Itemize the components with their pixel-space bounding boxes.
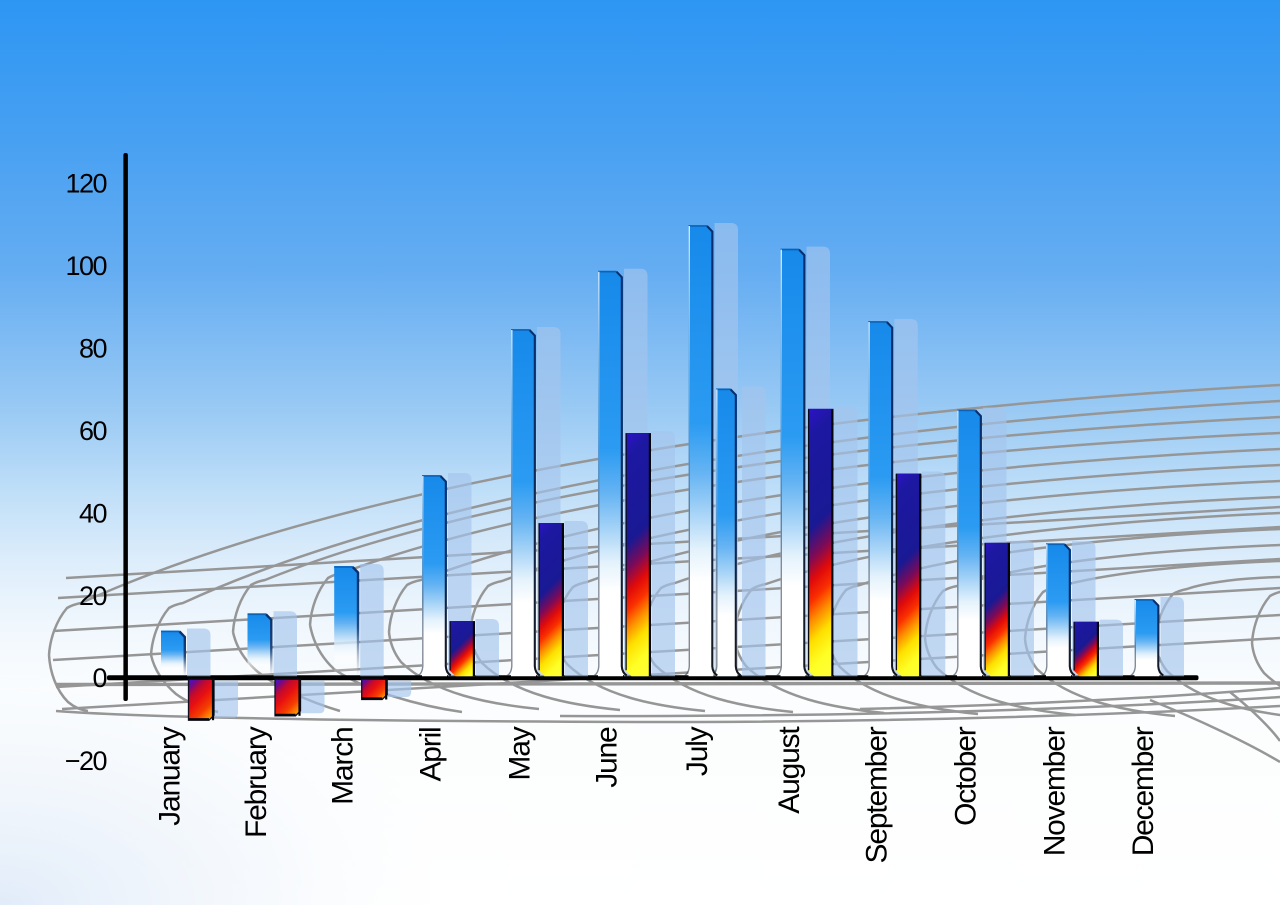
svg-text:−20: −20 <box>65 746 107 776</box>
svg-text:120: 120 <box>65 169 106 199</box>
svg-text:August: August <box>773 726 806 814</box>
svg-text:January: January <box>153 726 186 826</box>
svg-text:October: October <box>949 726 982 826</box>
svg-text:60: 60 <box>79 416 107 446</box>
svg-text:September: September <box>861 726 894 863</box>
svg-text:July: July <box>681 726 714 776</box>
svg-text:0: 0 <box>92 663 106 693</box>
svg-text:December: December <box>1127 726 1160 856</box>
svg-text:100: 100 <box>65 251 106 281</box>
svg-text:February: February <box>240 726 273 838</box>
svg-text:40: 40 <box>79 499 107 529</box>
svg-text:20: 20 <box>79 581 107 611</box>
svg-text:80: 80 <box>79 334 107 364</box>
svg-text:May: May <box>503 726 536 780</box>
svg-text:April: April <box>414 728 447 782</box>
svg-text:June: June <box>590 727 623 788</box>
svg-text:March: March <box>327 728 360 805</box>
svg-text:November: November <box>1038 726 1071 856</box>
